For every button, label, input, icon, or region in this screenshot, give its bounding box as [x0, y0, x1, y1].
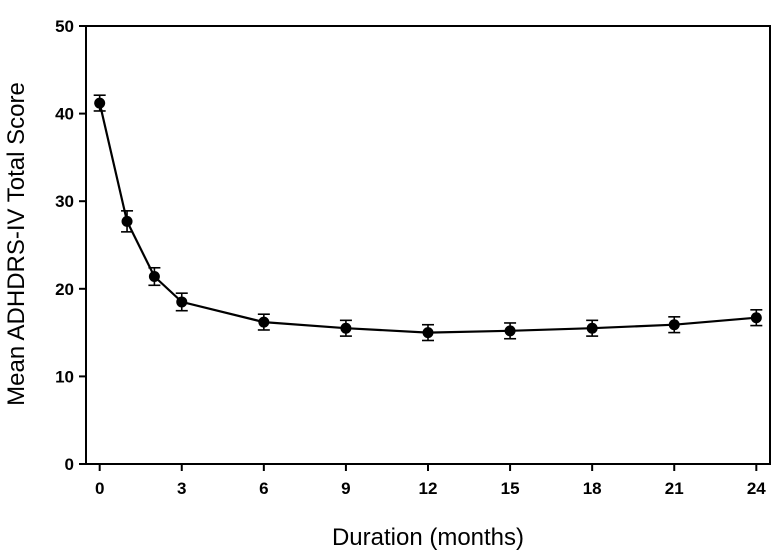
x-axis: 0 3 6 9 12 15 18 21 24 [95, 464, 766, 498]
plot-border [85, 25, 771, 465]
y-axis-title: Mean ADHDRS-IV Total Score [3, 82, 30, 406]
plot-frame [85, 25, 771, 465]
x-tick-label: 12 [419, 479, 438, 498]
y-tick-label: 0 [65, 455, 74, 474]
data-point [258, 316, 270, 328]
y-axis: 0 10 20 30 40 50 [55, 17, 86, 474]
x-tick-label: 21 [665, 479, 684, 498]
x-tick-label: 6 [259, 479, 268, 498]
data-point [668, 319, 680, 331]
data-point [148, 271, 160, 283]
x-tick-label: 15 [501, 479, 520, 498]
data-point [504, 325, 516, 337]
x-axis-title: Duration (months) [332, 524, 524, 551]
x-tick-label: 18 [583, 479, 602, 498]
series-line [98, 102, 757, 334]
series-layer [93, 94, 763, 342]
y-tick-label: 10 [55, 367, 74, 386]
x-tick-label: 9 [341, 479, 350, 498]
data-point [750, 312, 762, 324]
y-tick-label: 20 [55, 280, 74, 299]
data-point [121, 215, 133, 227]
y-tick-label: 50 [55, 17, 74, 36]
data-point [176, 296, 188, 308]
y-tick-label: 40 [55, 105, 74, 124]
y-tick-label: 30 [55, 192, 74, 211]
data-point [94, 97, 106, 109]
data-point [422, 327, 434, 339]
x-tick-label: 24 [747, 479, 766, 498]
data-point [340, 322, 352, 334]
x-tick-label: 0 [95, 479, 104, 498]
x-tick-label: 3 [177, 479, 186, 498]
data-point [586, 322, 598, 334]
